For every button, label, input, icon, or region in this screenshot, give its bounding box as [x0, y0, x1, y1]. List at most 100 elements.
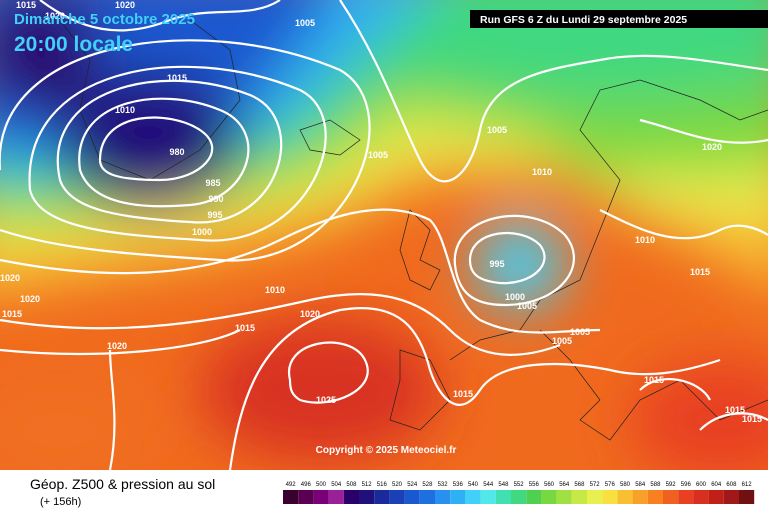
isobar-label: 1005	[517, 301, 537, 311]
isobar-label: 1015	[725, 405, 745, 415]
scale-label: 568	[574, 482, 585, 488]
copyright: Copyright © 2025 Meteociel.fr	[316, 445, 457, 456]
scale-cell	[617, 490, 633, 504]
scale-cell	[632, 490, 648, 504]
isobar-labels: 1015 1020 1020 1005 1015 1010 980 985 990 995 1000…	[0, 0, 762, 424]
scale-cell	[480, 490, 496, 504]
scale-label: 560	[544, 482, 555, 488]
isobar-label: 1005	[552, 336, 572, 346]
isobar-label: 1020	[300, 309, 320, 319]
scale-label: 516	[377, 482, 388, 488]
isobar-label: 1025	[316, 395, 336, 405]
scale-label: 572	[590, 482, 601, 488]
isobar-label: 1010	[532, 167, 552, 177]
scale-label: 596	[681, 482, 692, 488]
scale-label: 556	[529, 482, 540, 488]
scale-label: 548	[498, 482, 509, 488]
isobar-label: 1010	[265, 285, 285, 295]
scale-cell	[435, 490, 451, 504]
scale-label: 576	[605, 482, 616, 488]
isobar-label: 1020	[0, 273, 20, 283]
scale-cell	[298, 490, 314, 504]
isobar-label: 995	[207, 210, 222, 220]
scale-label: 608	[726, 482, 737, 488]
run-box	[470, 10, 768, 28]
scale-label: 604	[711, 482, 722, 488]
scale-label: 508	[346, 482, 357, 488]
scale-cell	[663, 490, 679, 504]
run-info: Run GFS 6 Z du Lundi 29 septembre 2025	[480, 14, 687, 26]
scale-cell	[526, 490, 542, 504]
scale-label: 544	[483, 482, 494, 488]
isobar-label: 1005	[295, 18, 315, 28]
date-title: Dimanche 5 octobre 2025	[14, 11, 195, 28]
scale-cell	[283, 490, 299, 504]
scale-label: 536	[453, 482, 464, 488]
scale-cell	[571, 490, 587, 504]
isobar-label: 985	[205, 178, 220, 188]
scale-cell	[450, 490, 466, 504]
scale-label: 524	[407, 482, 418, 488]
scale-cell	[541, 490, 557, 504]
scale-cell	[602, 490, 618, 504]
scale-cell	[678, 490, 694, 504]
isobar-label: 1015	[167, 73, 187, 83]
footer-title: Géop. Z500 & pression au sol	[30, 476, 215, 492]
scale-label: 512	[362, 482, 373, 488]
isobar-label: 1005	[487, 125, 507, 135]
scale-label: 588	[650, 482, 661, 488]
scale-label: 612	[742, 482, 753, 488]
isobar-label: 1020	[107, 341, 127, 351]
scale-cell	[708, 490, 724, 504]
isobar-label: 980	[169, 147, 184, 157]
scale-label: 492	[286, 482, 297, 488]
scale-label: 532	[438, 482, 449, 488]
scale-cell	[389, 490, 405, 504]
isobar-label: 1000	[505, 292, 525, 302]
isobar-label: 1000	[192, 227, 212, 237]
footer-lead: (+ 156h)	[40, 496, 81, 508]
scale-label: 496	[301, 482, 312, 488]
isobar-label: 1015	[644, 375, 664, 385]
scale-cell	[374, 490, 390, 504]
scale-label: 592	[666, 482, 677, 488]
isobar-label: 1015	[16, 0, 36, 10]
scale-cell	[313, 490, 329, 504]
scale-label: 500	[316, 482, 327, 488]
isobar-label: 990	[208, 194, 223, 204]
scale-label: 584	[635, 482, 646, 488]
scale-cell	[404, 490, 420, 504]
isobar-label: 1020	[702, 142, 722, 152]
isobar-label: 1020	[115, 0, 135, 10]
scale-label: 520	[392, 482, 403, 488]
scale-cell	[739, 490, 755, 504]
scale-label: 504	[331, 482, 342, 488]
isobar-label: 1020	[20, 294, 40, 304]
scale-cell	[328, 490, 344, 504]
scale-cell	[587, 490, 603, 504]
scale-cell	[419, 490, 435, 504]
scale-label: 600	[696, 482, 707, 488]
color-scale: 492 496 500 504 508 512 516 520 524 528 532 536 540 5…	[283, 482, 755, 504]
scale-label: 564	[559, 482, 570, 488]
isobar-label: 1015	[742, 414, 762, 424]
time-title: 20:00 locale	[14, 33, 133, 56]
scale-label: 528	[422, 482, 433, 488]
isobar-label: 1005	[570, 327, 590, 337]
isobar-label: 1015	[690, 267, 710, 277]
scale-cell	[647, 490, 663, 504]
scale-label: 580	[620, 482, 631, 488]
scale-label: 540	[468, 482, 479, 488]
scale-label: 552	[514, 482, 525, 488]
scale-cell	[465, 490, 481, 504]
scale-cell	[511, 490, 527, 504]
isobar-label: 1015	[2, 309, 22, 319]
scale-cell	[723, 490, 739, 504]
isobars	[0, 0, 768, 470]
isobar-label: 1020	[45, 11, 65, 21]
scale-cell	[693, 490, 709, 504]
isobar-label: 1010	[635, 235, 655, 245]
isobar-label: 995	[489, 259, 504, 269]
isobar-label: 1015	[235, 323, 255, 333]
